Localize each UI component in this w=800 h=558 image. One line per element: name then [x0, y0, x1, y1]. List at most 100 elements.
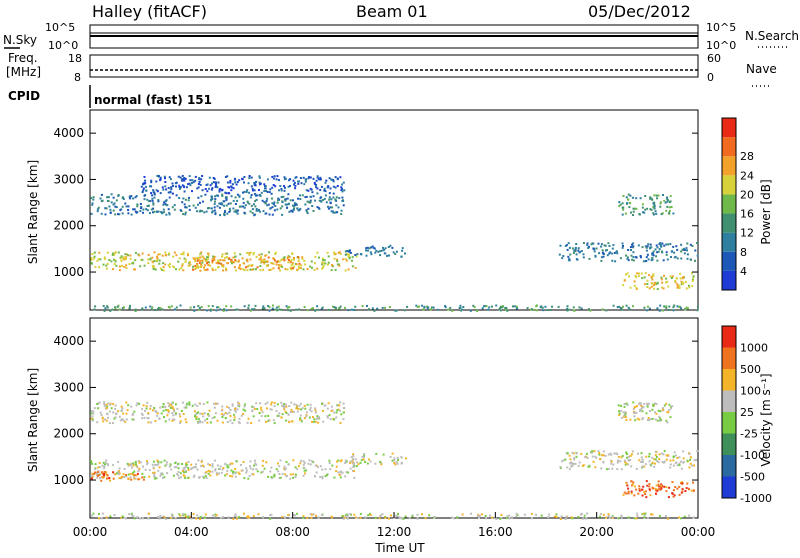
echo-cell [97, 474, 100, 477]
echo-cell [601, 308, 604, 311]
echo-cell [207, 207, 209, 210]
echo-cell [647, 517, 649, 519]
echo-cell [333, 411, 336, 414]
echo-cell [150, 179, 153, 182]
echo-cell [145, 185, 147, 188]
echo-cell [115, 264, 118, 267]
echo-cell [650, 259, 653, 262]
echo-cell [394, 252, 397, 255]
echo-cell [224, 412, 227, 414]
echo-cell [170, 404, 173, 407]
echo-cell [318, 417, 321, 420]
echo-cell [654, 402, 656, 405]
echo-cell [103, 258, 106, 260]
echo-cell [214, 513, 217, 516]
echo-cell [645, 480, 648, 483]
colorbar-swatch [722, 326, 736, 348]
echo-cell [598, 452, 601, 454]
echo-cell [342, 200, 345, 202]
echo-cell [271, 202, 274, 205]
echo-cell [478, 516, 480, 519]
echo-cell [280, 416, 283, 419]
echo-cell [342, 402, 345, 405]
echo-cell [246, 421, 249, 424]
echo-cell [611, 516, 614, 518]
echo-cell [299, 462, 302, 465]
echo-cell [151, 463, 154, 466]
echo-cell [664, 201, 667, 204]
echo-cell [167, 253, 170, 256]
echo-cell [650, 282, 653, 285]
echo-cell [689, 243, 692, 246]
echo-cell [691, 245, 694, 247]
echo-cell [365, 247, 368, 250]
echo-cell [107, 402, 110, 405]
echo-cell [109, 515, 112, 518]
echo-cell [337, 408, 340, 411]
echo-cell [673, 451, 676, 454]
echo-cell [182, 251, 185, 254]
echo-cell [327, 261, 330, 264]
echo-cell [540, 514, 543, 517]
echo-cell [655, 489, 657, 492]
echo-cell [188, 182, 191, 185]
echo-cell [382, 453, 385, 456]
echo-cell [653, 283, 656, 286]
echo-cell [224, 191, 227, 194]
echo-cell [317, 516, 320, 519]
echo-cell [113, 417, 116, 420]
echo-cell [175, 254, 178, 257]
echo-cell [92, 410, 95, 413]
echo-cell [158, 262, 161, 265]
echo-cell [690, 258, 692, 261]
echo-cell [284, 410, 287, 413]
echo-cell [314, 407, 317, 410]
echo-cell [548, 513, 551, 516]
echo-cell [143, 416, 146, 419]
echo-cell [319, 189, 322, 191]
echo-cell [242, 268, 245, 271]
echo-cell [255, 208, 258, 210]
echo-cell [134, 477, 137, 480]
ytick-label: 3000 [53, 380, 84, 394]
echo-cell [366, 246, 369, 249]
echo-cell [284, 403, 287, 406]
echo-cell [346, 253, 348, 256]
echo-cell [584, 456, 587, 458]
echo-cell [177, 175, 180, 178]
echo-cell [641, 410, 644, 413]
echo-cell [260, 409, 263, 412]
echo-cell [405, 457, 407, 460]
echo-cell [273, 259, 276, 262]
echo-cell [696, 254, 699, 257]
echo-cell [316, 267, 319, 270]
echo-cell [243, 176, 246, 178]
noise-bottom-tick-right: 10^0 [706, 39, 736, 52]
echo-cell [654, 210, 657, 213]
echo-cell [478, 514, 481, 517]
echo-cell [683, 515, 686, 518]
echo-cell [404, 252, 406, 255]
echo-cell [200, 178, 203, 181]
echo-cell [98, 513, 100, 515]
echo-cell [426, 307, 429, 310]
echo-cell [157, 308, 159, 310]
echo-cell [565, 516, 568, 518]
echo-cell [237, 401, 239, 404]
echo-cell [220, 409, 223, 412]
echo-cell [615, 251, 618, 254]
echo-cell [235, 209, 238, 212]
echo-cell [223, 214, 226, 217]
echo-cell [179, 209, 182, 212]
echo-cell [206, 256, 209, 259]
echo-cell [178, 257, 181, 260]
echo-cell [659, 410, 662, 413]
echo-cell [370, 253, 373, 256]
echo-cell [96, 210, 99, 213]
echo-cell [562, 255, 565, 257]
echo-cell [176, 473, 179, 476]
echo-cell [341, 196, 344, 199]
echo-cell [179, 420, 182, 423]
echo-cell [228, 406, 231, 409]
echo-cell [375, 452, 378, 455]
